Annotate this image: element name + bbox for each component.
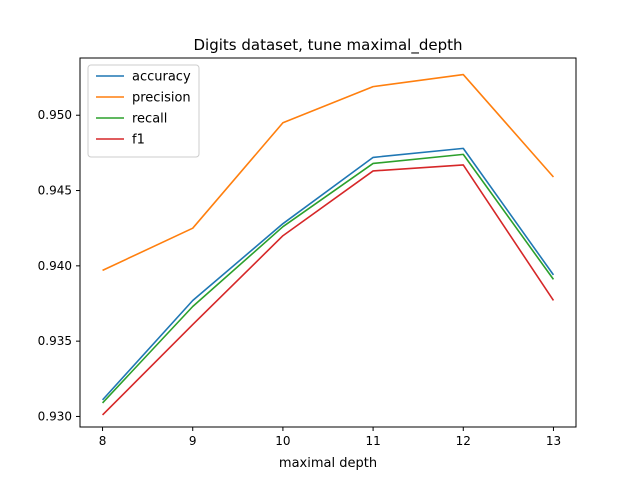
y-tick-label: 0.950 [38, 108, 72, 122]
series-line-precision [102, 73, 555, 272]
legend-label-recall: recall [132, 112, 167, 127]
plot-frame [79, 57, 577, 428]
series-line-f1 [101, 164, 555, 416]
chart-title: Digits dataset, tune maximal_depth [194, 36, 463, 55]
y-axis-ticks: 0.930 0.935 0.940 0.945 0.950 [38, 108, 80, 423]
x-axis-ticks: 8 9 10 11 12 13 [99, 427, 561, 448]
y-tick-label: 0.935 [38, 334, 72, 348]
y-tick-label: 0.930 [38, 409, 72, 423]
series-line-recall [101, 153, 555, 404]
x-tick-label: 9 [189, 434, 197, 448]
x-tick-label: 10 [275, 434, 290, 448]
y-tick-label: 0.940 [38, 259, 72, 273]
legend-box [87, 64, 200, 158]
series-line-accuracy [101, 147, 555, 401]
x-tick-label: 13 [546, 434, 561, 448]
legend-label-precision: precision [132, 91, 191, 106]
x-axis-title: maximal depth [279, 456, 377, 471]
y-tick-label: 0.945 [38, 184, 72, 198]
legend-label-f1: f1 [132, 133, 145, 148]
legend: accuracy precision recall f1 [87, 64, 200, 158]
series-layer [101, 73, 555, 416]
x-tick-label: 12 [456, 434, 471, 448]
legend-label-accuracy: accuracy [132, 70, 191, 85]
x-tick-label: 8 [99, 434, 107, 448]
x-tick-label: 11 [365, 434, 380, 448]
